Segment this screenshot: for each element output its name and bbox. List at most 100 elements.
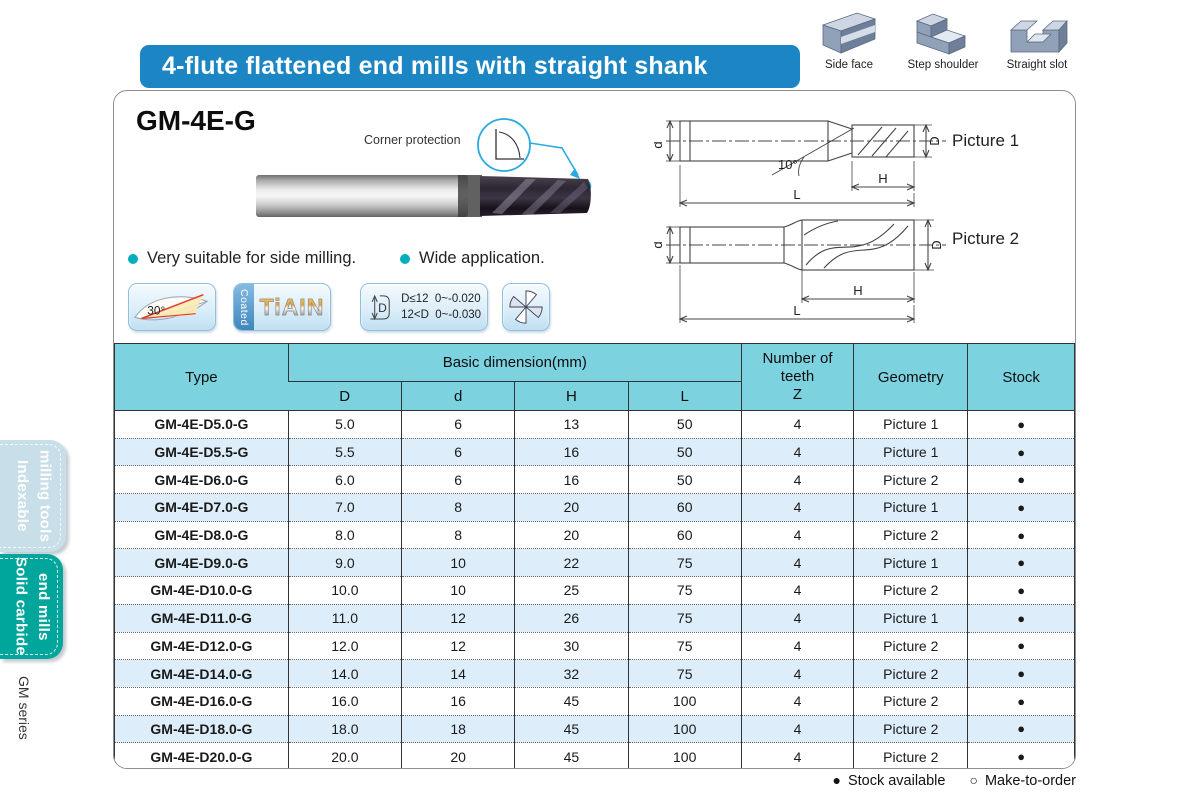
cell-geometry: Picture 1 <box>853 603 968 632</box>
table-row: GM-4E-D5.0-G 5.0 6 13 50 4 Picture 1 ● <box>114 410 1075 439</box>
cell-H: 25 <box>514 576 629 605</box>
table-row: GM-4E-D8.0-G 8.0 8 20 60 4 Picture 2 ● <box>114 520 1075 549</box>
workpiece-label: Straight slot <box>1006 59 1068 71</box>
cell-type: GM-4E-D7.0-G <box>114 493 289 522</box>
cell-H: 30 <box>514 631 629 660</box>
table-row: GM-4E-D12.0-G 12.0 12 30 75 4 Picture 2 … <box>114 631 1075 660</box>
dim-label-d: d <box>654 241 665 248</box>
cell-L: 100 <box>627 686 742 716</box>
feature-bullet-1: Very suitable for side milling. <box>128 249 356 268</box>
cell-D: 12.0 <box>287 631 402 660</box>
tolerance-line-1: D≤12 0~-0.020 <box>401 292 481 305</box>
cell-H: 26 <box>514 603 629 632</box>
table-row: GM-4E-D5.5-G 5.5 6 16 50 4 Picture 1 ● <box>114 437 1075 466</box>
cell-d: 6 <box>401 437 515 466</box>
col-header-D: D <box>288 381 402 411</box>
cell-L: 100 <box>627 714 742 743</box>
cell-L: 75 <box>627 603 742 632</box>
tolerance-badge: D D≤12 0~-0.020 12<D 0~-0.030 <box>360 283 488 331</box>
cell-geometry: Picture 2 <box>853 631 968 660</box>
workpiece-step-shoulder: Step shoulder <box>898 6 988 71</box>
dim-label-D: D <box>927 136 942 145</box>
dim-label-H: H <box>878 171 887 186</box>
cell-geometry: Picture 2 <box>853 576 968 605</box>
cell-D: 10.0 <box>287 576 402 605</box>
cell-stock: ● <box>967 520 1075 549</box>
helix-angle-value: 30° <box>147 304 165 318</box>
col-header-geometry: Geometry <box>853 343 968 411</box>
hollow-dot-icon: ○ <box>969 772 978 788</box>
tolerance-values: D≤12 0~-0.020 12<D 0~-0.030 <box>401 291 481 323</box>
cell-L: 50 <box>627 437 742 466</box>
table-row: GM-4E-D16.0-G 16.0 16 45 100 4 Picture 2… <box>114 686 1075 716</box>
cell-geometry: Picture 1 <box>853 548 968 577</box>
end-view-badge <box>502 283 550 331</box>
cell-type: GM-4E-D20.0-G <box>114 742 289 768</box>
cell-stock: ● <box>967 465 1075 494</box>
cell-stock: ● <box>967 548 1075 577</box>
cell-L: 60 <box>627 520 742 549</box>
cell-type: GM-4E-D16.0-G <box>114 686 289 716</box>
cell-teeth: 4 <box>740 714 854 743</box>
cell-teeth: 4 <box>740 631 854 660</box>
cell-D: 16.0 <box>287 686 402 716</box>
cell-D: 6.0 <box>287 465 402 494</box>
sidebar-tab-label: Solid carbide end mills <box>12 557 53 656</box>
cell-stock: ● <box>967 410 1075 439</box>
legend-stock-available: ● Stock available <box>832 772 946 789</box>
col-header-d: d <box>401 381 515 411</box>
col-header-H: H <box>514 381 629 411</box>
cell-geometry: Picture 2 <box>853 742 968 768</box>
filled-dot-icon: ● <box>832 772 841 788</box>
cell-teeth: 4 <box>740 493 854 522</box>
cell-type: GM-4E-D11.0-G <box>114 603 289 632</box>
helix-angle-icon: 30° <box>134 293 209 321</box>
cell-teeth: 4 <box>740 686 854 716</box>
series-label: GM series <box>16 676 32 740</box>
spec-table: Type Basic dimension(mm) Number of teeth… <box>114 343 1075 768</box>
cell-L: 50 <box>627 465 742 494</box>
cell-L: 75 <box>627 659 742 688</box>
cell-stock: ● <box>967 493 1075 522</box>
diameter-tolerance-icon: D <box>370 294 390 321</box>
cell-type: GM-4E-D10.0-G <box>114 576 289 605</box>
cell-stock: ● <box>967 714 1075 743</box>
cell-D: 9.0 <box>287 548 402 577</box>
cell-type: GM-4E-D5.5-G <box>114 437 289 466</box>
cell-geometry: Picture 1 <box>853 410 968 439</box>
workpiece-icons: Side face Step shoulder Straight <box>804 6 1082 71</box>
cell-H: 16 <box>514 465 629 494</box>
feature-text: Wide application. <box>419 249 545 267</box>
legend-make-to-order: ○ Make-to-order <box>969 772 1076 789</box>
workpiece-label: Step shoulder <box>907 59 979 71</box>
four-flute-end-view-icon <box>509 290 543 324</box>
sidebar-tab-solid-carbide-end-mills[interactable]: Solid carbide end mills <box>0 554 63 659</box>
coating-badge: Coated TiAIN <box>233 283 331 331</box>
cell-D: 18.0 <box>287 714 402 743</box>
cell-d: 20 <box>401 742 515 768</box>
cell-teeth: 4 <box>740 410 854 439</box>
corner-protection-label: Corner protection <box>364 133 461 147</box>
cell-teeth: 4 <box>740 603 854 632</box>
cell-d: 6 <box>401 465 515 494</box>
cell-H: 45 <box>514 714 629 743</box>
content-panel: GM-4E-G Corner protection <box>113 90 1076 769</box>
cell-H: 20 <box>514 493 629 522</box>
cell-L: 75 <box>627 548 742 577</box>
cell-H: 16 <box>514 437 629 466</box>
col-header-type: Type <box>114 343 289 411</box>
table-row: GM-4E-D10.0-G 10.0 10 25 75 4 Picture 2 … <box>114 576 1075 605</box>
col-header-basic-dimension: Basic dimension(mm) <box>287 343 742 382</box>
cell-geometry: Picture 2 <box>853 659 968 688</box>
straight-slot-icon <box>1009 19 1068 54</box>
cell-H: 22 <box>514 548 629 577</box>
table-row: GM-4E-D6.0-G 6.0 6 16 50 4 Picture 2 ● <box>114 465 1075 494</box>
table-body: GM-4E-D5.0-G 5.0 6 13 50 4 Picture 1 ● G… <box>114 410 1075 768</box>
cell-type: GM-4E-D12.0-G <box>114 631 289 660</box>
sidebar-tab-indexable-milling-tools[interactable]: Indexable milling tools <box>0 440 66 552</box>
col-header-L: L <box>627 381 742 411</box>
cell-geometry: Picture 2 <box>853 520 968 549</box>
end-mill-photo <box>256 175 591 217</box>
cell-teeth: 4 <box>740 437 854 466</box>
stock-legend: ● Stock available ○ Make-to-order <box>832 772 1076 789</box>
